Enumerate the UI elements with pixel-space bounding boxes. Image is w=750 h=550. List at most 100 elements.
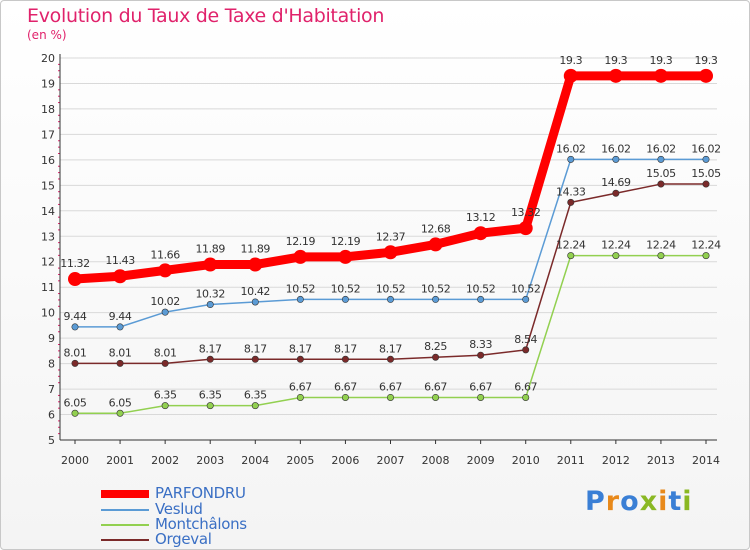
data-label-montchalons: 12.24 bbox=[601, 239, 631, 252]
grid-lines bbox=[60, 57, 717, 416]
data-point-veslud bbox=[522, 295, 530, 303]
data-label-veslud: 9.44 bbox=[109, 310, 132, 323]
data-point-montchalons bbox=[477, 393, 485, 401]
data-label-parfondru: 19.3 bbox=[695, 54, 718, 67]
data-label-orgeval: 8.17 bbox=[379, 342, 402, 355]
data-label-orgeval: 14.33 bbox=[556, 185, 586, 198]
y-tick-label: 9 bbox=[48, 332, 55, 345]
y-tick-label: 14 bbox=[41, 205, 55, 218]
data-point-veslud bbox=[567, 155, 575, 163]
data-label-veslud: 10.42 bbox=[241, 285, 271, 298]
data-point-orgeval bbox=[567, 198, 575, 206]
x-tick-label: 2009 bbox=[467, 454, 495, 467]
data-point-veslud bbox=[161, 308, 169, 316]
data-label-parfondru: 13.12 bbox=[466, 211, 496, 224]
data-label-orgeval: 8.01 bbox=[109, 346, 132, 359]
data-point-montchalons bbox=[296, 393, 304, 401]
data-point-orgeval bbox=[522, 346, 530, 354]
data-label-parfondru: 19.3 bbox=[649, 54, 672, 67]
x-tick-label: 2004 bbox=[241, 454, 269, 467]
data-point-veslud bbox=[296, 295, 304, 303]
data-point-orgeval bbox=[612, 189, 620, 197]
data-point-parfondru bbox=[653, 68, 668, 83]
data-point-veslud bbox=[251, 298, 259, 306]
data-label-parfondru: 11.66 bbox=[150, 248, 180, 261]
x-tick-label: 2000 bbox=[61, 454, 89, 467]
y-tick-label: 10 bbox=[41, 307, 55, 320]
data-point-veslud bbox=[612, 155, 620, 163]
data-point-montchalons bbox=[522, 393, 530, 401]
data-label-parfondru: 19.3 bbox=[604, 54, 627, 67]
data-label-veslud: 10.52 bbox=[466, 282, 496, 295]
data-point-veslud bbox=[341, 295, 349, 303]
data-label-parfondru: 11.32 bbox=[60, 257, 90, 270]
data-label-veslud: 16.02 bbox=[646, 142, 676, 155]
data-point-orgeval bbox=[296, 355, 304, 363]
data-point-orgeval bbox=[71, 359, 79, 367]
data-point-veslud bbox=[477, 295, 485, 303]
data-point-veslud bbox=[116, 323, 124, 331]
data-label-montchalons: 6.67 bbox=[469, 380, 492, 393]
legend-label-orgeval: Orgeval bbox=[155, 530, 212, 548]
data-label-montchalons: 6.67 bbox=[289, 380, 312, 393]
data-label-parfondru: 11.89 bbox=[195, 243, 225, 256]
data-label-veslud: 10.52 bbox=[286, 282, 316, 295]
legend-swatch-veslud bbox=[101, 509, 149, 511]
data-label-orgeval: 8.17 bbox=[334, 342, 357, 355]
data-label-montchalons: 6.67 bbox=[424, 380, 447, 393]
data-label-montchalons: 12.24 bbox=[646, 239, 676, 252]
legend-label-montchalons: Montchâlons bbox=[155, 515, 247, 533]
data-point-parfondru bbox=[293, 249, 308, 264]
x-tick-label: 2001 bbox=[106, 454, 134, 467]
data-label-orgeval: 8.54 bbox=[514, 333, 537, 346]
data-point-orgeval bbox=[432, 353, 440, 361]
data-point-parfondru bbox=[473, 226, 488, 241]
data-label-orgeval: 8.01 bbox=[154, 346, 177, 359]
y-tick-label: 6 bbox=[48, 409, 55, 422]
data-label-parfondru: 12.37 bbox=[376, 230, 406, 243]
data-point-montchalons bbox=[612, 252, 620, 260]
data-label-montchalons: 6.35 bbox=[154, 389, 177, 402]
data-point-parfondru bbox=[68, 272, 82, 287]
series-lines bbox=[68, 68, 713, 417]
data-point-orgeval bbox=[161, 359, 169, 367]
data-point-veslud bbox=[702, 155, 710, 163]
data-point-parfondru bbox=[248, 257, 263, 272]
x-tick-label: 2005 bbox=[286, 454, 314, 467]
data-label-veslud: 10.52 bbox=[376, 282, 406, 295]
y-axis-label: (en %) bbox=[27, 28, 67, 42]
data-point-montchalons bbox=[567, 252, 575, 260]
data-label-montchalons: 6.35 bbox=[199, 389, 222, 402]
data-point-montchalons bbox=[432, 393, 440, 401]
data-point-montchalons bbox=[251, 402, 259, 410]
data-label-veslud: 9.44 bbox=[64, 310, 87, 323]
data-point-parfondru bbox=[203, 257, 218, 272]
data-point-orgeval bbox=[386, 355, 394, 363]
legend-label-veslud: Veslud bbox=[155, 500, 203, 518]
x-tick-label: 2014 bbox=[692, 454, 720, 467]
data-point-parfondru bbox=[699, 68, 713, 83]
y-tick-label: 17 bbox=[41, 128, 55, 141]
data-point-montchalons bbox=[341, 393, 349, 401]
data-point-parfondru bbox=[428, 237, 443, 252]
y-tick-label: 13 bbox=[41, 230, 55, 243]
data-point-parfondru bbox=[608, 68, 623, 83]
data-label-orgeval: 15.05 bbox=[646, 167, 676, 180]
data-point-orgeval bbox=[702, 180, 710, 188]
data-label-montchalons: 6.67 bbox=[379, 380, 402, 393]
data-label-veslud: 10.52 bbox=[511, 282, 541, 295]
data-point-veslud bbox=[432, 295, 440, 303]
data-label-montchalons: 6.35 bbox=[244, 389, 267, 402]
legend-swatch-montchalons bbox=[101, 524, 149, 526]
data-point-montchalons bbox=[116, 409, 124, 417]
data-label-parfondru: 13.32 bbox=[511, 206, 541, 219]
data-label-veslud: 16.02 bbox=[601, 142, 631, 155]
data-label-montchalons: 6.67 bbox=[514, 380, 537, 393]
data-label-parfondru: 12.19 bbox=[286, 235, 316, 248]
legend-swatch-orgeval bbox=[101, 539, 149, 541]
y-tick-label: 19 bbox=[41, 77, 55, 90]
data-point-orgeval bbox=[116, 359, 124, 367]
data-point-orgeval bbox=[251, 355, 259, 363]
data-point-orgeval bbox=[341, 355, 349, 363]
